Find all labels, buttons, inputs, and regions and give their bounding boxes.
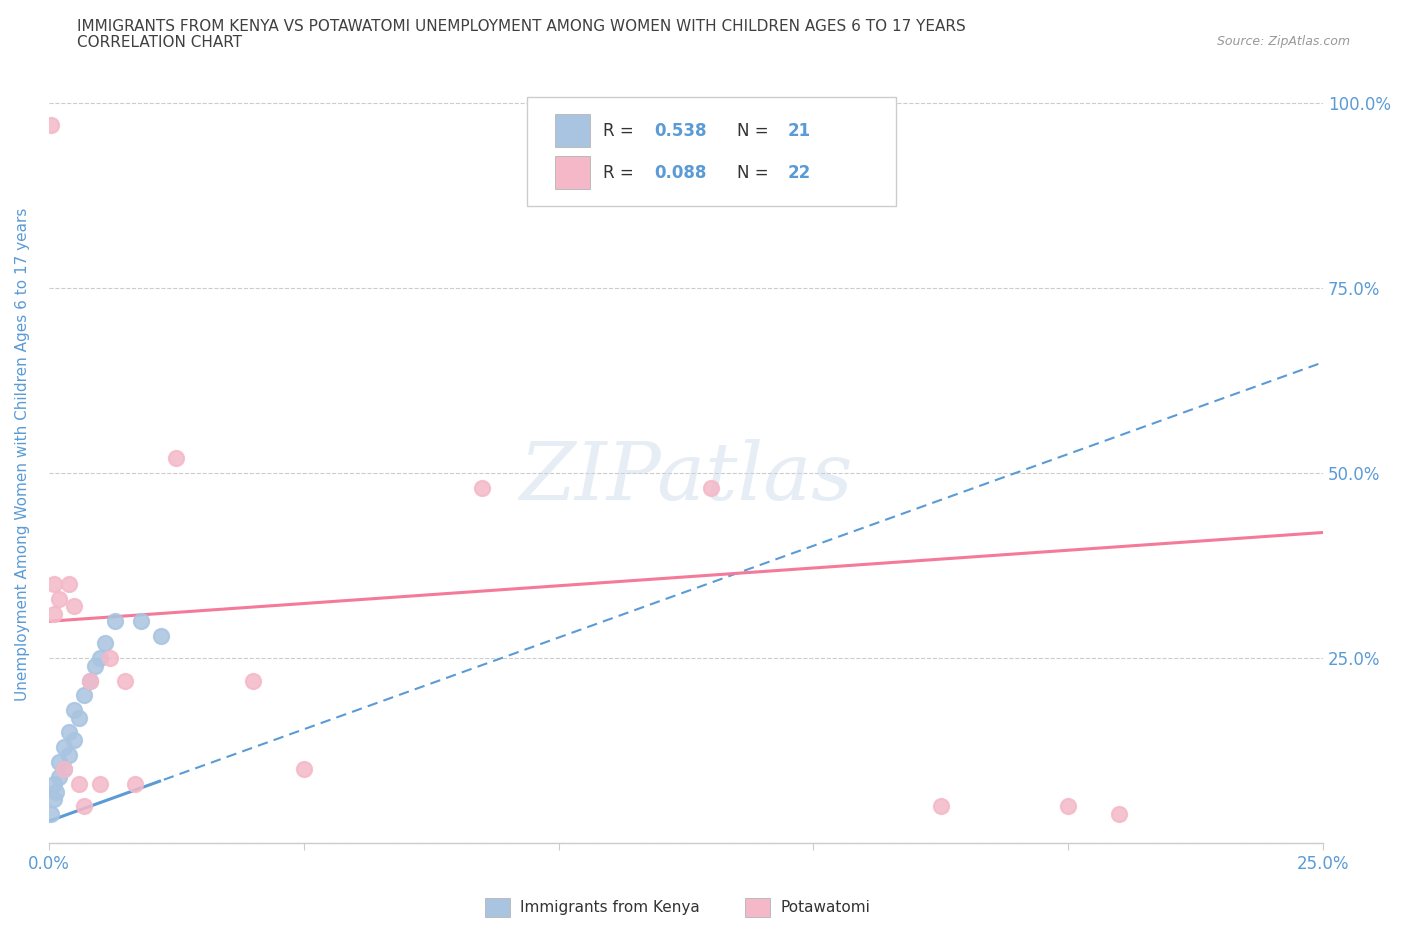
Point [89,651,111,666]
Point [48,769,70,784]
Point [63,732,86,747]
Point [58,747,80,762]
Text: 0.538: 0.538 [654,122,707,140]
Point [53,739,76,754]
Text: R =: R = [603,122,640,140]
Point [114,673,136,688]
Point [89,777,111,791]
Point [53,762,76,777]
Point [98,651,121,666]
Point [42,791,65,806]
FancyBboxPatch shape [527,98,896,206]
Point [45,784,67,799]
Point [63,599,86,614]
Point [83,658,105,673]
Text: Immigrants from Kenya: Immigrants from Kenya [520,900,700,915]
Point [42,777,65,791]
Point [94,636,117,651]
Point [1057,799,1080,814]
Point [149,629,172,644]
FancyBboxPatch shape [555,156,591,189]
Text: N =: N = [737,122,773,140]
Point [929,799,952,814]
Point [67,777,90,791]
Text: ZIPatlas: ZIPatlas [519,439,852,517]
Text: Source: ZipAtlas.com: Source: ZipAtlas.com [1216,35,1350,48]
Text: 0.088: 0.088 [654,164,706,181]
Point [39,806,62,821]
Text: IMMIGRANTS FROM KENYA VS POTAWATOMI UNEMPLOYMENT AMONG WOMEN WITH CHILDREN AGES : IMMIGRANTS FROM KENYA VS POTAWATOMI UNEM… [77,19,966,33]
Point [165,451,187,466]
Point [48,754,70,769]
Point [42,577,65,591]
Point [79,673,101,688]
Point [79,673,101,688]
Text: Potawatomi: Potawatomi [780,900,870,915]
Text: CORRELATION CHART: CORRELATION CHART [77,35,242,50]
Point [129,614,152,629]
Point [292,762,315,777]
Point [53,762,76,777]
Point [104,614,127,629]
Point [471,481,494,496]
Point [73,688,96,703]
Point [42,606,65,621]
Point [67,711,90,725]
Point [58,724,80,739]
Point [63,703,86,718]
Y-axis label: Unemployment Among Women with Children Ages 6 to 17 years: Unemployment Among Women with Children A… [15,208,30,701]
Text: 21: 21 [787,122,811,140]
Point [124,777,146,791]
Point [73,799,96,814]
Text: 22: 22 [787,164,811,181]
Text: N =: N = [737,164,773,181]
Point [242,673,264,688]
Point [58,577,80,591]
Point [1108,806,1130,821]
Point [700,481,723,496]
FancyBboxPatch shape [555,114,591,147]
Text: R =: R = [603,164,640,181]
Point [39,118,62,133]
Point [48,591,70,606]
